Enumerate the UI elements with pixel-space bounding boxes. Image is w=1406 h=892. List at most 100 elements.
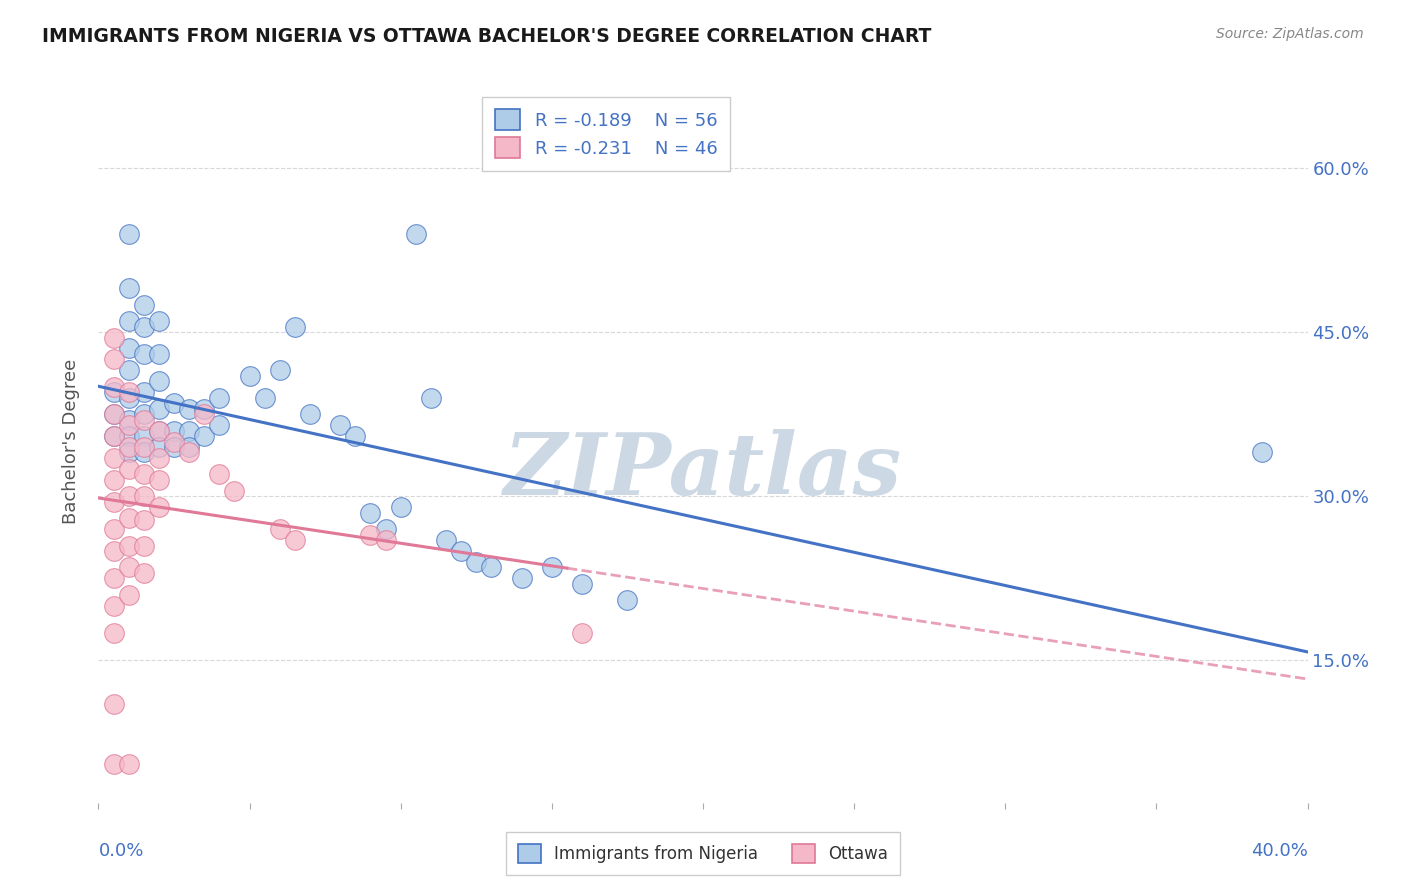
Point xyxy=(118,588,141,602)
Point xyxy=(118,418,141,433)
Point xyxy=(148,347,170,361)
Point xyxy=(132,407,155,421)
Point xyxy=(103,698,125,712)
Point xyxy=(132,412,155,426)
Point xyxy=(163,396,186,410)
Point xyxy=(179,401,201,416)
Point xyxy=(208,467,231,482)
Point xyxy=(253,391,276,405)
Point xyxy=(148,374,170,388)
Point xyxy=(193,407,215,421)
Point xyxy=(118,445,141,459)
Point xyxy=(118,539,141,553)
Point xyxy=(118,462,141,476)
Point xyxy=(103,352,125,367)
Point xyxy=(132,566,155,580)
Point xyxy=(269,522,291,536)
Point xyxy=(148,450,170,465)
Point xyxy=(103,429,125,443)
Point xyxy=(148,401,170,416)
Point xyxy=(284,533,307,547)
Point xyxy=(118,412,141,426)
Point xyxy=(103,385,125,400)
Point xyxy=(118,363,141,377)
Point xyxy=(193,401,215,416)
Point xyxy=(163,424,186,438)
Point xyxy=(434,533,457,547)
Point xyxy=(103,757,125,772)
Point xyxy=(284,319,307,334)
Point xyxy=(118,429,141,443)
Point xyxy=(103,544,125,558)
Point xyxy=(224,483,246,498)
Point xyxy=(269,363,291,377)
Point xyxy=(420,391,443,405)
Point xyxy=(118,227,141,241)
Point xyxy=(465,555,488,569)
Point xyxy=(118,489,141,503)
Point xyxy=(148,424,170,438)
Point xyxy=(118,314,141,328)
Point xyxy=(374,522,396,536)
Point xyxy=(571,626,593,640)
Point xyxy=(132,298,155,312)
Point xyxy=(193,429,215,443)
Point xyxy=(103,407,125,421)
Point xyxy=(103,450,125,465)
Text: ZIPatlas: ZIPatlas xyxy=(503,429,903,512)
Text: 0.0%: 0.0% xyxy=(98,842,143,860)
Point xyxy=(450,544,472,558)
Point xyxy=(344,429,367,443)
Point xyxy=(540,560,562,574)
Point xyxy=(103,571,125,585)
Point xyxy=(148,314,170,328)
Text: IMMIGRANTS FROM NIGERIA VS OTTAWA BACHELOR'S DEGREE CORRELATION CHART: IMMIGRANTS FROM NIGERIA VS OTTAWA BACHEL… xyxy=(42,27,932,45)
Point xyxy=(360,527,382,541)
Point xyxy=(132,385,155,400)
Point xyxy=(374,533,396,547)
Point xyxy=(179,424,201,438)
Point xyxy=(118,281,141,295)
Point xyxy=(118,342,141,356)
Point xyxy=(132,445,155,459)
Point xyxy=(148,500,170,515)
Point xyxy=(103,473,125,487)
Point xyxy=(208,418,231,433)
Point xyxy=(163,434,186,449)
Point xyxy=(103,330,125,344)
Point xyxy=(299,407,322,421)
Point xyxy=(118,440,141,454)
Point xyxy=(1251,445,1274,459)
Point xyxy=(132,440,155,454)
Text: Source: ZipAtlas.com: Source: ZipAtlas.com xyxy=(1216,27,1364,41)
Point xyxy=(132,429,155,443)
Point xyxy=(360,506,382,520)
Point xyxy=(329,418,352,433)
Point xyxy=(389,500,412,515)
Point xyxy=(616,593,638,607)
Point xyxy=(132,467,155,482)
Point xyxy=(510,571,533,585)
Point xyxy=(405,227,427,241)
Point xyxy=(132,347,155,361)
Point xyxy=(148,473,170,487)
Text: 40.0%: 40.0% xyxy=(1251,842,1308,860)
Point xyxy=(103,429,125,443)
Point xyxy=(118,511,141,525)
Point xyxy=(103,626,125,640)
Point xyxy=(103,522,125,536)
Point xyxy=(132,513,155,527)
Point xyxy=(103,407,125,421)
Point xyxy=(118,560,141,574)
Point xyxy=(239,368,262,383)
Point xyxy=(179,440,201,454)
Point xyxy=(148,440,170,454)
Point xyxy=(179,445,201,459)
Y-axis label: Bachelor's Degree: Bachelor's Degree xyxy=(62,359,80,524)
Legend: R = -0.189    N = 56, R = -0.231    N = 46: R = -0.189 N = 56, R = -0.231 N = 46 xyxy=(482,96,730,170)
Point xyxy=(132,539,155,553)
Legend: Immigrants from Nigeria, Ottawa: Immigrants from Nigeria, Ottawa xyxy=(506,832,900,875)
Point xyxy=(103,380,125,394)
Point xyxy=(132,319,155,334)
Point xyxy=(103,599,125,613)
